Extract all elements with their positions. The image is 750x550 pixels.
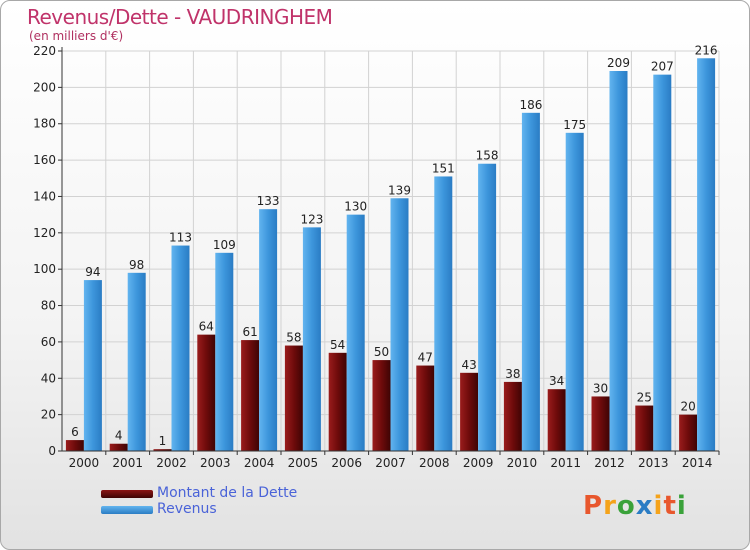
x-tick-label: 2003: [200, 456, 231, 470]
bar-dette: [153, 449, 172, 451]
data-label-dette: 20: [680, 400, 695, 414]
bar-dette: [197, 334, 216, 451]
bar-dette: [547, 389, 566, 451]
y-tick-label: 40: [41, 371, 56, 385]
y-tick-label: 140: [33, 189, 56, 203]
bar-revenus: [565, 132, 584, 451]
bar-dette: [109, 443, 128, 451]
bar-dette: [635, 405, 654, 451]
data-label-revenus: 98: [129, 258, 144, 272]
bar-revenus: [478, 163, 497, 451]
legend-label-debt: Montant de la Dette: [157, 485, 298, 501]
x-tick-label: 2011: [550, 456, 581, 470]
bar-dette: [284, 345, 303, 451]
bar-revenus: [83, 280, 102, 451]
y-tick-label: 20: [41, 408, 56, 422]
x-tick-label: 2005: [288, 456, 319, 470]
data-label-dette: 58: [286, 331, 301, 345]
bar-revenus: [653, 74, 672, 452]
data-label-revenus: 113: [169, 231, 192, 245]
bar-dette: [460, 372, 479, 451]
x-tick-label: 2001: [112, 456, 143, 470]
data-label-revenus: 133: [257, 194, 280, 208]
data-label-dette: 1: [159, 434, 167, 448]
y-tick-label: 120: [33, 226, 56, 240]
data-label-dette: 64: [199, 320, 214, 334]
data-label-revenus: 123: [300, 212, 323, 226]
bar-revenus: [390, 198, 409, 451]
data-label-revenus: 207: [651, 60, 674, 74]
bar-revenus: [697, 58, 716, 451]
data-label-dette: 43: [461, 358, 476, 372]
x-tick-label: 2012: [594, 456, 625, 470]
bar-dette: [241, 340, 260, 451]
chart-unit-label: (en milliers d'€): [29, 29, 124, 43]
x-tick-label: 2010: [507, 456, 538, 470]
y-tick-label: 180: [33, 117, 56, 131]
data-label-dette: 30: [593, 381, 608, 395]
data-label-dette: 25: [637, 391, 652, 405]
bar-dette: [328, 352, 347, 451]
y-tick-label: 220: [33, 44, 56, 58]
bar-dette: [65, 440, 84, 451]
y-tick-label: 160: [33, 153, 56, 167]
data-label-dette: 47: [418, 351, 433, 365]
bar-revenus: [215, 252, 234, 451]
bar-revenus: [609, 71, 628, 451]
x-tick-label: 2007: [375, 456, 406, 470]
data-label-revenus: 139: [388, 183, 411, 197]
bar-revenus: [171, 245, 190, 451]
x-tick-label: 2004: [244, 456, 275, 470]
data-label-dette: 34: [549, 374, 564, 388]
bar-dette: [679, 414, 698, 451]
data-label-revenus: 175: [563, 118, 586, 132]
data-label-dette: 6: [71, 425, 79, 439]
y-tick-label: 80: [41, 299, 56, 313]
data-label-revenus: 151: [432, 161, 455, 175]
x-tick-label: 2009: [463, 456, 494, 470]
data-label-revenus: 186: [519, 98, 542, 112]
x-tick-label: 2002: [156, 456, 187, 470]
data-label-dette: 54: [330, 338, 345, 352]
x-tick-label: 2006: [331, 456, 362, 470]
y-tick-label: 200: [33, 80, 56, 94]
bar-revenus: [127, 272, 146, 451]
data-label-revenus: 216: [695, 43, 718, 57]
data-label-dette: 4: [115, 429, 123, 443]
bar-dette: [372, 360, 391, 451]
data-label-dette: 61: [242, 325, 257, 339]
bar-revenus: [346, 214, 365, 451]
x-tick-label: 2008: [419, 456, 450, 470]
x-tick-label: 2014: [682, 456, 713, 470]
legend-swatch-revenus: [101, 506, 153, 514]
legend-swatch-debt: [101, 490, 153, 498]
data-label-dette: 38: [505, 367, 520, 381]
bar-revenus: [302, 227, 321, 451]
bar-dette: [591, 396, 610, 451]
data-label-revenus: 130: [344, 200, 367, 214]
y-tick-label: 0: [48, 444, 56, 458]
data-label-revenus: 109: [213, 238, 236, 252]
chart-title: Revenus/Dette - VAUDRINGHEM: [27, 5, 333, 29]
bar-dette: [503, 381, 522, 451]
x-tick-label: 2000: [69, 456, 100, 470]
bar-revenus: [521, 112, 540, 452]
data-label-revenus: 209: [607, 56, 630, 70]
data-label-revenus: 158: [476, 149, 499, 163]
y-tick-label: 100: [33, 262, 56, 276]
y-tick-label: 60: [41, 335, 56, 349]
data-label-revenus: 94: [85, 265, 100, 279]
bar-revenus: [259, 209, 278, 451]
x-tick-label: 2013: [638, 456, 669, 470]
legend-label-revenus: Revenus: [157, 501, 217, 517]
bar-revenus: [434, 176, 453, 452]
bar-dette: [416, 365, 435, 451]
data-label-dette: 50: [374, 345, 389, 359]
proxiti-logo: Proxiti: [583, 491, 687, 521]
